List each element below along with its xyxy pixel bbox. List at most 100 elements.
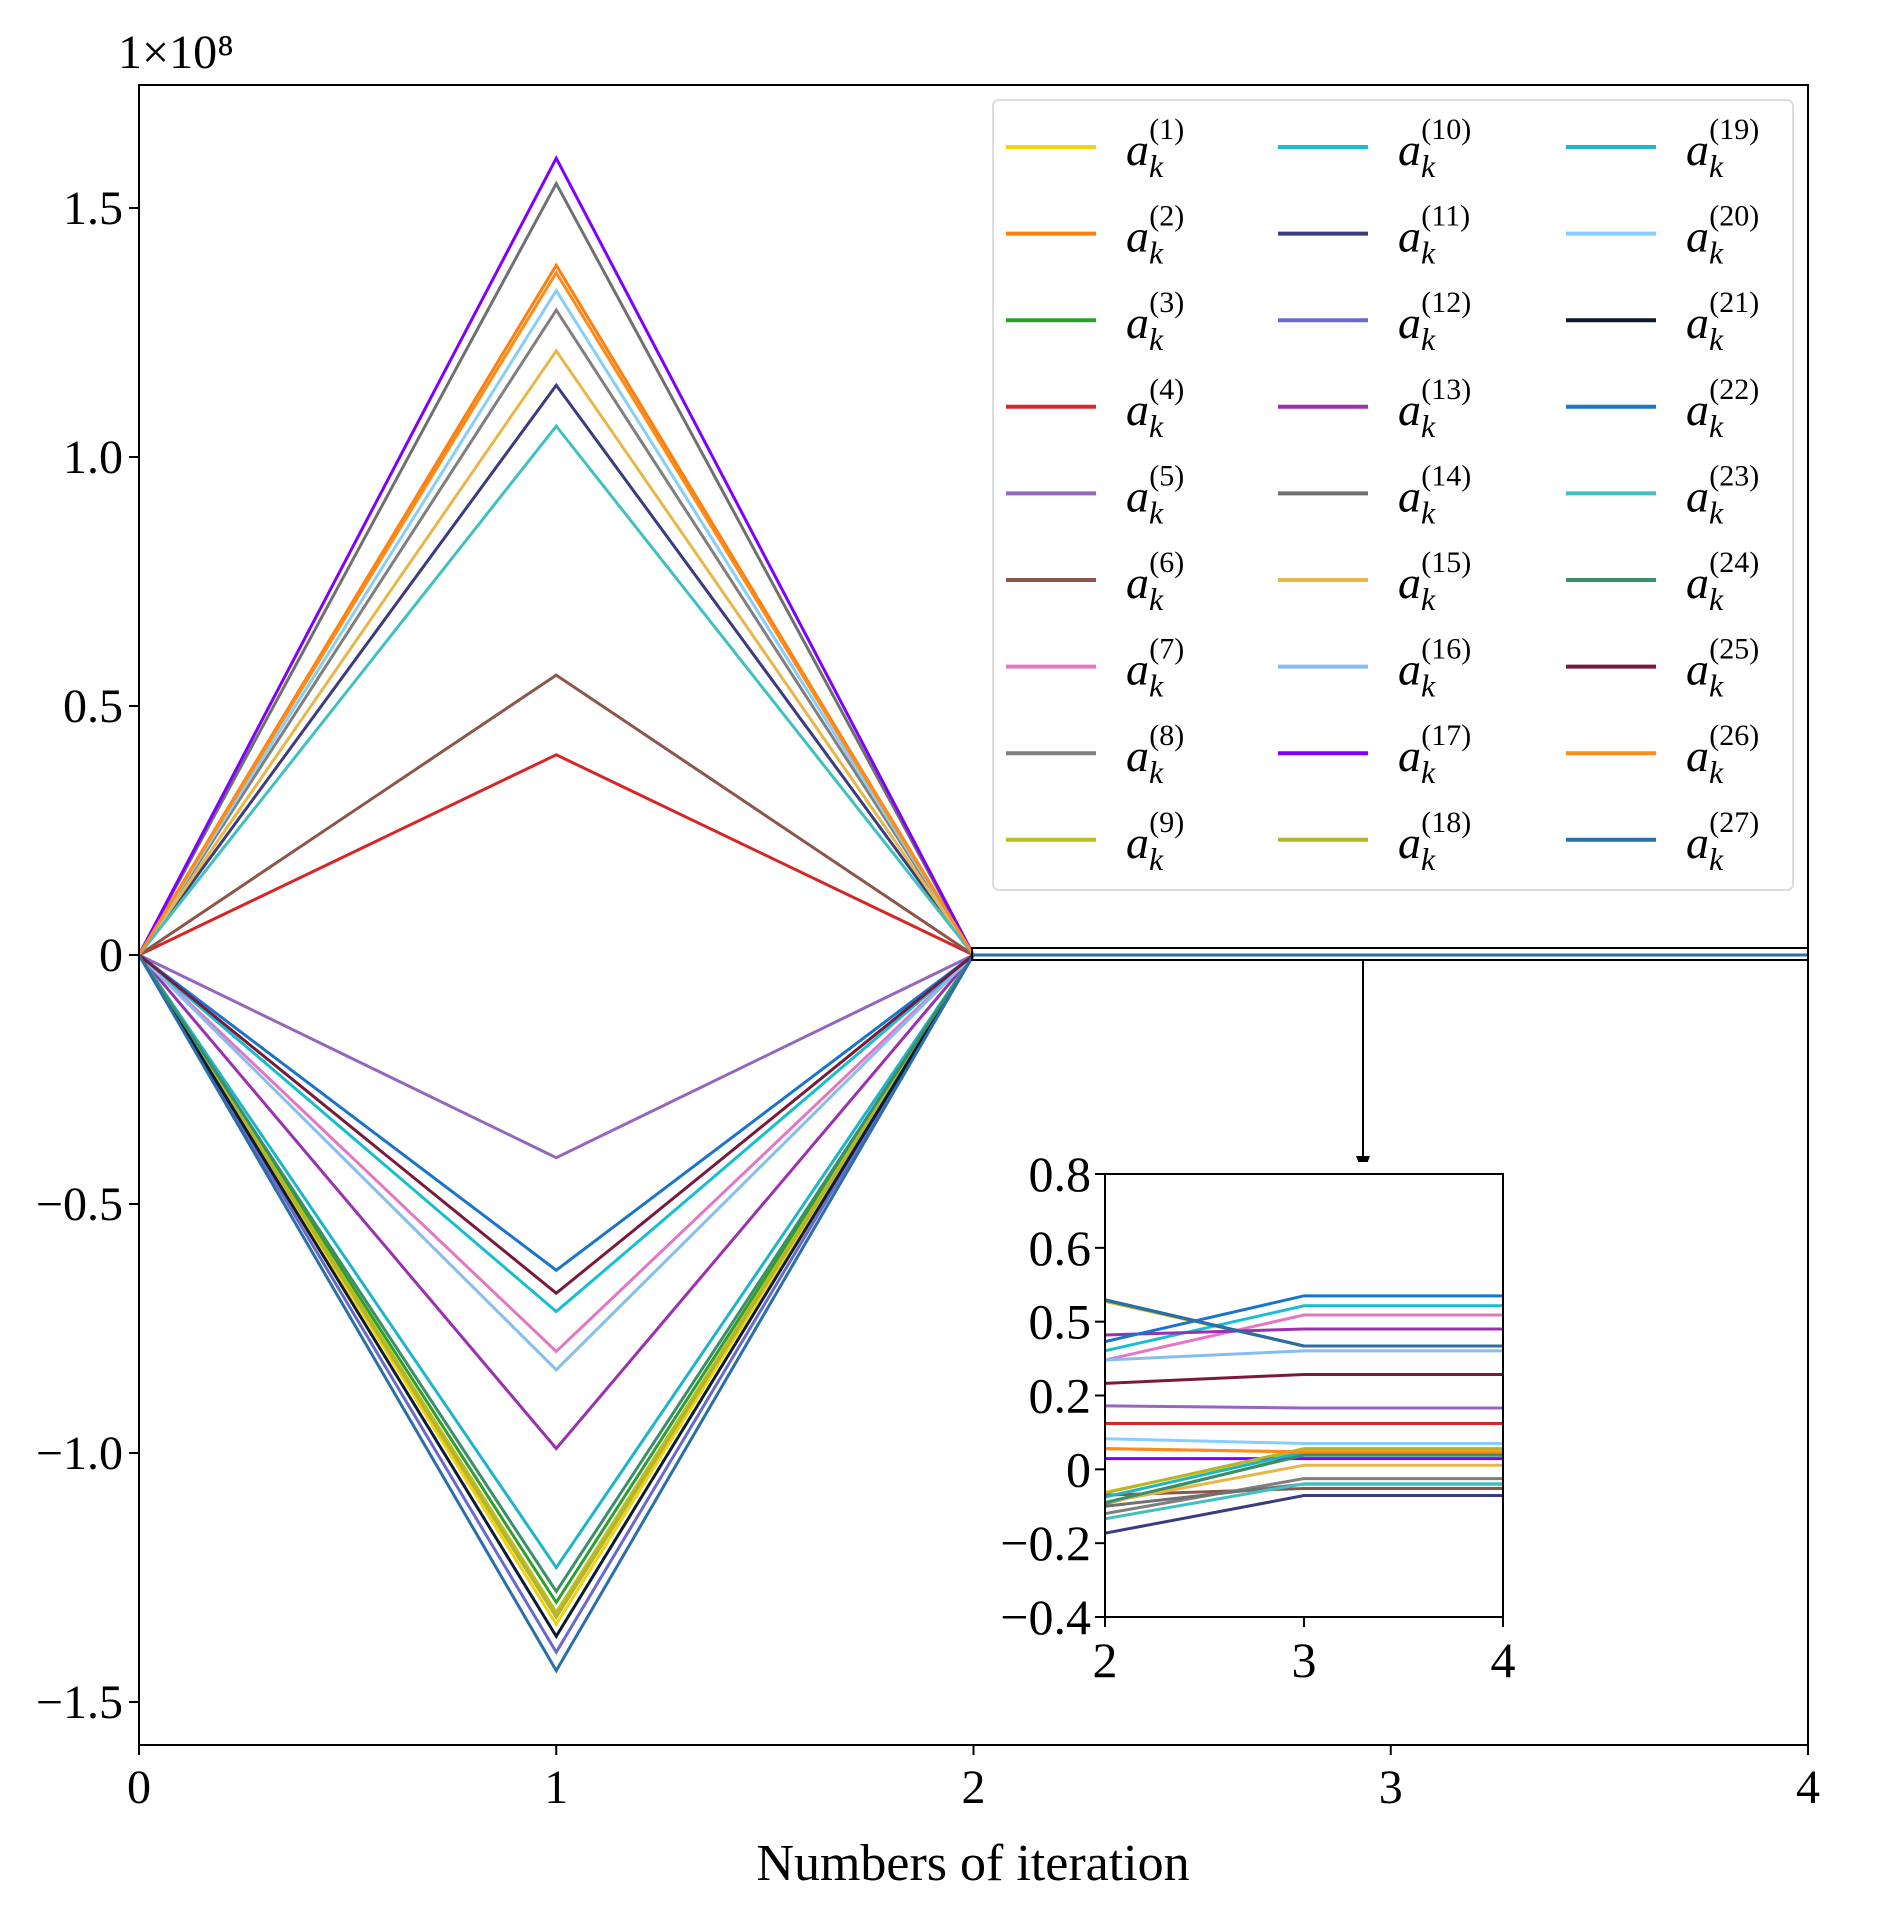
- legend-label: ak(9): [1126, 806, 1184, 877]
- inset-series-line-6: [1104, 1487, 1503, 1497]
- legend-label: ak(18): [1398, 806, 1471, 877]
- inset-x-tick-label: 3: [1292, 1632, 1317, 1688]
- inset-series-line-13: [1104, 1327, 1503, 1337]
- legend-item-11: ak(11): [1278, 200, 1470, 271]
- inset-ticks: 2 3 4 −0.4 −0.2 0 0.2 0.5 0.6 0.8: [1000, 1146, 1515, 1688]
- inset-x-tick-label: 2: [1093, 1632, 1118, 1688]
- legend-label: ak(14): [1398, 459, 1471, 530]
- legend-item-25: ak(25): [1566, 633, 1759, 704]
- legend-label: ak(24): [1686, 546, 1759, 617]
- series-line-27: [137, 953, 1808, 1674]
- legend-item-12: ak(12): [1278, 286, 1471, 357]
- x-tick-label: 4: [1796, 1761, 1820, 1814]
- legend-label: ak(13): [1398, 373, 1471, 444]
- legend-item-5: ak(5): [1006, 459, 1184, 530]
- series-line-12: [137, 953, 1808, 1656]
- inset-series-line-26: [1104, 1447, 1503, 1454]
- inset-series-line-15: [1104, 1463, 1503, 1505]
- legend-label: ak(5): [1126, 459, 1184, 530]
- x-tick-label: 2: [962, 1761, 986, 1814]
- series-line-25: [138, 953, 1808, 1296]
- y-tick-label: 0.5: [63, 680, 123, 733]
- inset-series-line-23: [1104, 1482, 1503, 1521]
- legend-item-10: ak(10): [1278, 113, 1471, 184]
- inset-series-line-16: [1104, 1349, 1503, 1362]
- inset-series-line-20: [1104, 1437, 1503, 1445]
- legend-item-15: ak(15): [1278, 546, 1471, 617]
- y-tick-label: −1.5: [36, 1676, 123, 1729]
- inset-y-tick-label: 0.5: [1029, 1294, 1092, 1350]
- legend-item-3: ak(3): [1006, 286, 1184, 357]
- inset-y-tick-label: 0.6: [1029, 1220, 1092, 1276]
- inset-series-line-10: [1104, 1304, 1503, 1353]
- inset-y-tick-label: 0.8: [1029, 1146, 1092, 1202]
- series-line-10: [138, 953, 1808, 1314]
- legend-label: ak(25): [1686, 633, 1759, 704]
- inset-y-tick-label: −0.4: [1000, 1589, 1091, 1645]
- y-tick-label: 1.0: [63, 431, 123, 484]
- series-line-1: [137, 953, 1808, 1628]
- legend-label: ak(4): [1126, 373, 1184, 444]
- legend-label: ak(19): [1686, 113, 1759, 184]
- legend-item-13: ak(13): [1278, 373, 1471, 444]
- series-line-16: [137, 953, 1808, 1372]
- x-tick-label: 0: [127, 1761, 151, 1814]
- legend-label: ak(15): [1398, 546, 1471, 617]
- legend-label: ak(22): [1686, 373, 1759, 444]
- series-line-18: [137, 953, 1808, 1621]
- inset-y-tick-label: −0.2: [1000, 1515, 1091, 1571]
- legend-label: ak(17): [1398, 719, 1471, 790]
- inset-series-line-22: [1104, 1294, 1503, 1344]
- legend-label: ak(26): [1686, 719, 1759, 790]
- legend-label: ak(16): [1398, 633, 1471, 704]
- legend-item-21: ak(21): [1566, 286, 1759, 357]
- series-line-3: [137, 953, 1808, 1606]
- series-line-5: [138, 953, 1808, 1160]
- y-tick-label: −0.5: [36, 1178, 123, 1231]
- main-series-lines: [137, 154, 1808, 1674]
- series-line-7: [137, 953, 1808, 1354]
- legend-box: [992, 99, 1794, 891]
- inset-x-tick-label: 4: [1491, 1632, 1516, 1688]
- legend-item-24: ak(24): [1566, 546, 1759, 617]
- series-line-19: [137, 953, 1808, 1571]
- legend-label: ak(1): [1126, 113, 1184, 184]
- legend-item-16: ak(16): [1278, 633, 1471, 704]
- x-tick-label: 1: [544, 1761, 568, 1814]
- legend-item-9: ak(9): [1006, 806, 1184, 877]
- legend-item-19: ak(19): [1566, 113, 1759, 184]
- series-line-21: [137, 953, 1808, 1640]
- legend-item-20: ak(20): [1566, 200, 1759, 271]
- legend-item-22: ak(22): [1566, 373, 1759, 444]
- x-tick-label: 3: [1379, 1761, 1403, 1814]
- zoom-region-box: [971, 947, 1809, 961]
- y-offset-label: 1×10⁸: [118, 26, 234, 79]
- inset-background: [1105, 1162, 1503, 1617]
- legend-item-23: ak(23): [1566, 459, 1759, 530]
- inset-series-line-24: [1104, 1453, 1503, 1505]
- legend-item-18: ak(18): [1278, 806, 1471, 877]
- legend-item-7: ak(7): [1006, 633, 1184, 704]
- legend-item-4: ak(4): [1006, 373, 1184, 444]
- inset-series-lines: [1104, 1294, 1503, 1535]
- y-tick-label: 0: [99, 929, 123, 982]
- series-line-24: [137, 953, 1808, 1595]
- y-tick-label: 1.5: [63, 182, 123, 235]
- legend-item-27: ak(27): [1566, 806, 1759, 877]
- inset-y-tick-label: 0: [1066, 1441, 1091, 1497]
- inset-series-line-18: [1104, 1447, 1503, 1495]
- legend-label: ak(23): [1686, 459, 1759, 530]
- inset-series-line-7: [1104, 1313, 1503, 1362]
- legend-item-1: ak(1): [1006, 113, 1184, 184]
- legend-item-14: ak(14): [1278, 459, 1471, 530]
- legend-label: ak(20): [1686, 200, 1759, 271]
- legend-item-26: ak(26): [1566, 719, 1759, 790]
- y-tick-label: −1.0: [36, 1427, 123, 1480]
- series-line-22: [138, 953, 1808, 1273]
- main-ticks: 0 1 2 3 4 −1.5 −1.0 −0.5 0 0.5 1.0 1.5: [36, 182, 1820, 1814]
- legend-item-17: ak(17): [1278, 719, 1471, 790]
- legend: ak(1) ak(2) ak(3) ak(4) ak(5) ak(6) ak(7) ak(8)…: [992, 99, 1794, 891]
- legend-label: ak(27): [1686, 806, 1759, 877]
- x-axis-label: Numbers of iteration: [756, 1835, 1189, 1892]
